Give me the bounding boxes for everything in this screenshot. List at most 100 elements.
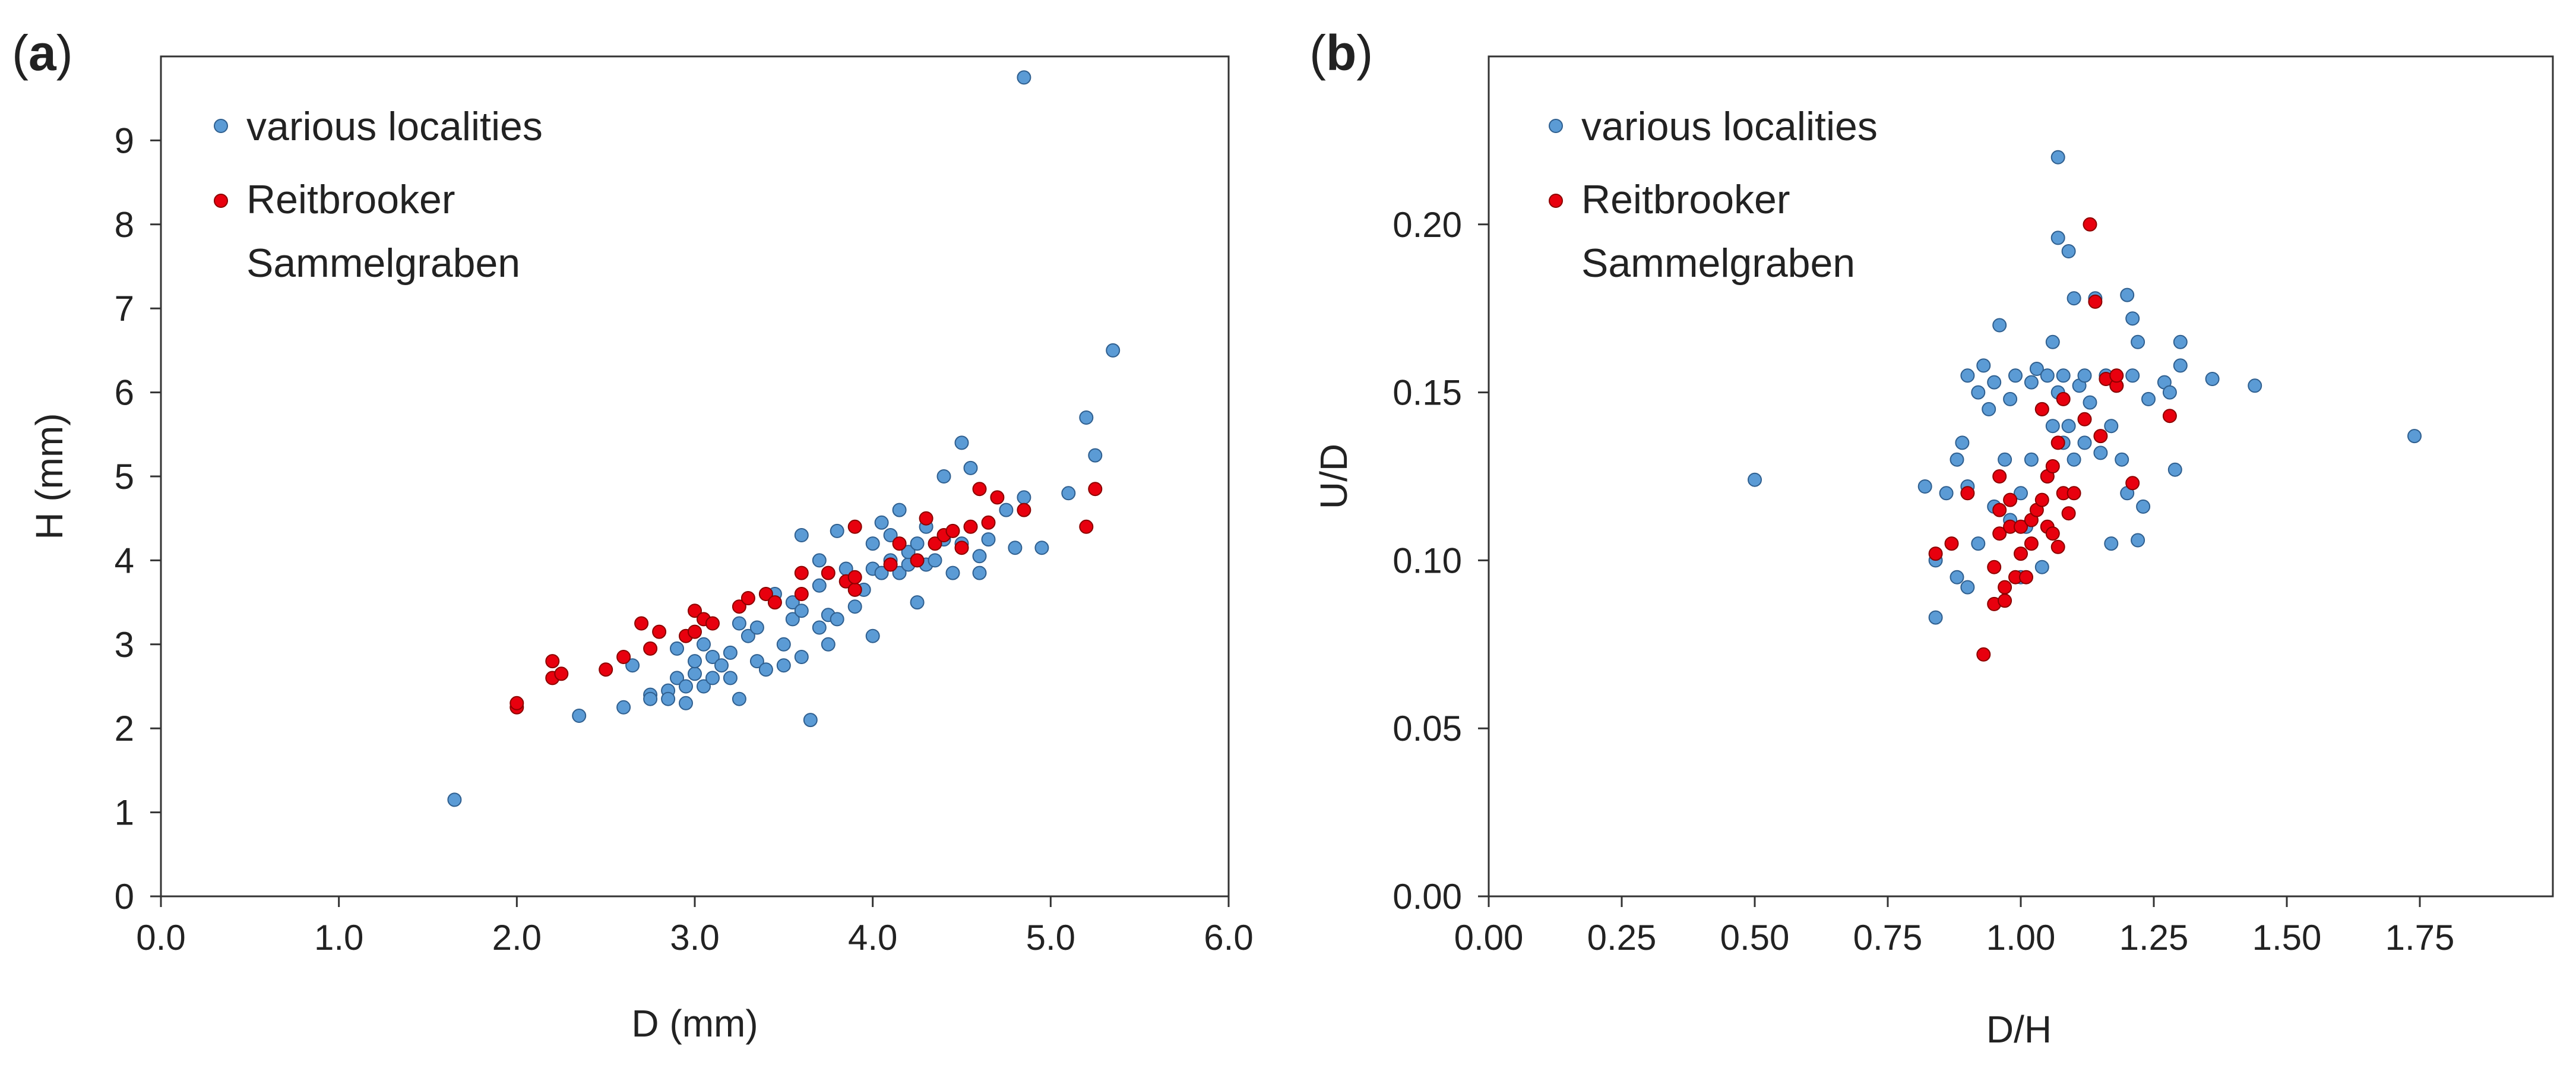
- panel-a-y-tick-label: 1: [115, 793, 134, 833]
- panel-b-point-various-localities: [1960, 368, 1975, 383]
- panel-b-point-various-localities: [2008, 368, 2023, 383]
- panel-b-label: (b): [1309, 25, 1373, 81]
- panel-b-point-various-localities: [2067, 452, 2081, 467]
- panel-b-point-reitbrooker: [2045, 459, 2060, 473]
- panel-b-y-tick-label: 0.10: [1393, 541, 1462, 580]
- panel-a-x-tick-label: 2.0: [492, 918, 542, 958]
- panel-a-point-various-localities: [945, 565, 960, 580]
- panel-b-x-tick-label: 0.50: [1720, 918, 1790, 958]
- panel-b-point-various-localities: [1939, 486, 1954, 501]
- panel-b-point-various-localities: [2067, 291, 2081, 306]
- panel-b-point-various-localities: [2120, 287, 2135, 302]
- panel-b-x-ticks: 0.00 0.25 0.50 0.75 1.00 1.25 1.50 1.75: [1454, 896, 2454, 958]
- panel-b-point-reitbrooker: [2056, 391, 2071, 406]
- panel-a-point-various-localities: [892, 565, 907, 580]
- panel-a-point-various-localities: [679, 679, 693, 694]
- panel-b-point-various-localities: [1960, 580, 1975, 595]
- panel-a-point-various-localities: [821, 637, 836, 652]
- panel-a-point-reitbrooker: [847, 582, 862, 597]
- panel-a-y-ticks: 0 1 2 3 4 5 6 7 8 9: [115, 121, 161, 917]
- panel-a-point-various-localities: [723, 645, 738, 660]
- panel-b-point-various-localities: [2173, 334, 2188, 349]
- panel-a-point-various-localities: [643, 691, 658, 706]
- panel-b-point-various-localities: [2045, 419, 2060, 434]
- panel-a-point-various-localities: [572, 709, 587, 723]
- panel-a-point-various-localities: [1061, 486, 1076, 501]
- panel-b-point-reitbrooker: [1944, 536, 1959, 551]
- panel-b-point-reitbrooker: [2014, 546, 2028, 561]
- panel-a-point-various-localities: [749, 654, 764, 669]
- panel-a-point-reitbrooker: [732, 599, 746, 614]
- panel-b-point-various-localities: [2131, 533, 2145, 548]
- panel-a-point-various-localities: [928, 553, 942, 568]
- panel-b-point-various-localities: [2024, 375, 2039, 390]
- panel-b-point-various-localities: [2050, 150, 2065, 165]
- panel-b-y-tick-label: 0.05: [1393, 709, 1462, 748]
- panel-a-point-various-localities: [749, 620, 764, 635]
- panel-a-point-reitbrooker: [545, 654, 560, 669]
- panel-b-point-reitbrooker: [1998, 580, 2012, 595]
- panel-a-point-various-localities: [910, 595, 925, 610]
- panel-a-point-reitbrooker: [972, 482, 987, 497]
- panel-b-point-reitbrooker: [2083, 217, 2097, 232]
- panel-a-y-tick-label: 2: [115, 709, 134, 748]
- panel-b-point-reitbrooker: [2003, 492, 2018, 507]
- panel-b-point-various-localities: [2056, 368, 2071, 383]
- panel-a-x-ticks: 0.0 1.0 2.0 3.0 4.0 5.0 6.0: [136, 896, 1254, 958]
- panel-b-legend-label-reitbrooker-line2: Sammelgraben: [1581, 241, 1855, 286]
- panel-b-point-various-localities: [1928, 610, 1943, 625]
- panel-b-x-axis-title: D/H: [1986, 1008, 2052, 1051]
- panel-a-x-axis-title: D (mm): [631, 1002, 758, 1045]
- panel-a-x-tick-label: 6.0: [1204, 918, 1253, 958]
- panel-b-point-reitbrooker: [2125, 476, 2140, 491]
- panel-a-point-various-localities: [1008, 541, 1023, 555]
- panel-a-point-various-localities: [705, 650, 720, 664]
- panel-a-point-various-localities: [847, 599, 862, 614]
- panel-b-point-various-localities: [2024, 452, 2039, 467]
- panel-a-point-various-localities: [874, 565, 889, 580]
- panel-b-point-various-localities: [2029, 362, 2044, 376]
- panel-a-point-various-localities: [954, 435, 969, 450]
- panel-a-point-reitbrooker: [945, 523, 960, 538]
- panel-a-point-reitbrooker: [554, 666, 569, 681]
- panel-b-point-reitbrooker: [2050, 435, 2065, 450]
- panel-a-point-reitbrooker: [634, 616, 649, 631]
- panel-a-point-various-localities: [865, 536, 880, 551]
- panel-b-point-reitbrooker: [1928, 546, 1943, 561]
- panel-a-point-various-localities: [776, 658, 791, 673]
- panel-a-point-reitbrooker: [758, 587, 773, 601]
- panel-b-point-various-localities: [2141, 391, 2156, 406]
- panel-b-point-reitbrooker: [2050, 539, 2065, 554]
- panel-a-point-reitbrooker: [740, 591, 755, 605]
- panel-b-point-various-localities: [2061, 244, 2076, 258]
- panel-a-legend-marker-reitbrooker: [214, 194, 228, 208]
- panel-b-legend-label-various-localities: various localities: [1581, 104, 1878, 149]
- panel-b-point-reitbrooker: [2045, 526, 2060, 541]
- panel-a-point-various-localities: [892, 503, 907, 517]
- panel-a-y-axis-title: H (mm): [28, 413, 71, 539]
- panel-b-point-reitbrooker: [1987, 560, 2002, 574]
- panel-a-point-reitbrooker: [847, 519, 862, 534]
- panel-b-y-tick-label: 0.20: [1393, 205, 1462, 245]
- panel-a-point-various-localities: [1017, 490, 1031, 505]
- panel-b-point-various-localities: [2125, 368, 2140, 383]
- panel-b-point-various-localities: [2407, 429, 2422, 444]
- panel-b-point-reitbrooker: [2093, 429, 2108, 444]
- panel-b-point-various-localities: [2034, 560, 2049, 574]
- panel-b-point-reitbrooker: [2024, 536, 2039, 551]
- panel-a-point-various-localities: [616, 700, 631, 715]
- panel-b-point-various-localities: [1950, 452, 1964, 467]
- panel-a-point-reitbrooker: [643, 641, 658, 656]
- panel-a-point-reitbrooker: [652, 624, 667, 639]
- panel-a-series-various-localities: [447, 70, 1121, 807]
- panel-b-series-reitbrooker: [1928, 217, 2177, 662]
- panel-b-point-various-localities: [1950, 570, 1964, 584]
- panel-b-point-various-localities: [2083, 395, 2097, 410]
- panel-b-point-various-localities: [1955, 435, 1970, 450]
- panel-b-point-various-localities: [1982, 402, 1996, 416]
- panel-a-point-reitbrooker: [892, 536, 907, 551]
- panel-a-point-various-localities: [794, 650, 809, 664]
- panel-b-x-tick-label: 0.25: [1587, 918, 1657, 958]
- panel-b-x-tick-label: 0.00: [1454, 918, 1524, 958]
